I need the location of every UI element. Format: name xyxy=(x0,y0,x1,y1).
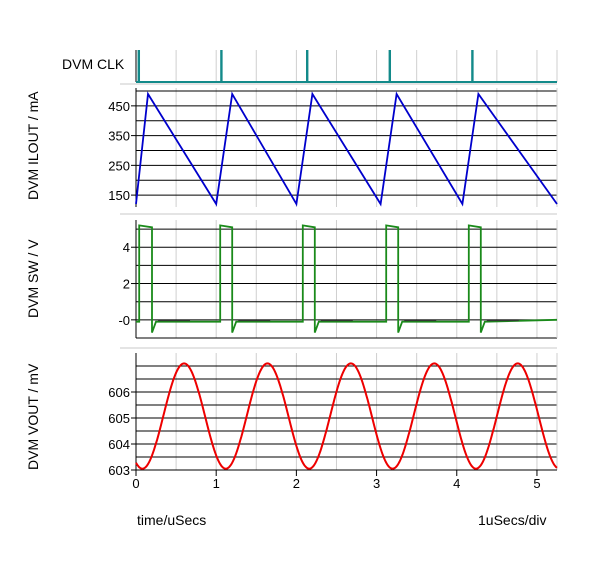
clk-pulse xyxy=(471,50,474,82)
sw-y-tick-label: 2 xyxy=(123,277,130,292)
sw-axis-label: DVM SW / V xyxy=(25,239,41,318)
vout-y-tick-label: 605 xyxy=(108,411,130,426)
ilout-axis-label: DVM ILOUT / mA xyxy=(25,91,41,200)
x-tick-label: 0 xyxy=(132,476,139,491)
ilout-y-tick-label: 250 xyxy=(108,158,130,173)
x-tick-label: 2 xyxy=(293,476,300,491)
vout-y-tick-label: 606 xyxy=(108,385,130,400)
trace-layer xyxy=(135,50,558,470)
x-axis-label: time/uSecs xyxy=(137,512,206,528)
sw-series-line xyxy=(136,224,558,333)
clk-pulse xyxy=(306,50,309,82)
clk-pulse xyxy=(388,50,392,82)
ilout-y-tick-label: 350 xyxy=(108,129,130,144)
ilout-series-line xyxy=(135,91,558,207)
sw-y-tick-label: 4 xyxy=(123,240,130,255)
vout-axis-label: DVM VOUT / mV xyxy=(25,363,41,470)
x-tick-label: 5 xyxy=(533,476,540,491)
ilout-y-tick-label: 150 xyxy=(108,188,130,203)
x-div-label: 1uSecs/div xyxy=(478,512,546,528)
grid-layer xyxy=(120,50,558,476)
x-tick-label: 3 xyxy=(373,476,380,491)
x-tick-label: 4 xyxy=(453,476,460,491)
clk-series-label: DVM CLK xyxy=(62,56,125,72)
vout-y-tick-label: 603 xyxy=(108,463,130,478)
label-layer: 150 250 350 450 4 2 -0 603 604 605 606 0 1 2 3 4 5 xyxy=(108,99,540,491)
ilout-y-tick-label: 450 xyxy=(108,99,130,114)
sw-y-tick-label: -0 xyxy=(118,313,130,328)
x-tick-label: 1 xyxy=(213,476,220,491)
clk-pulse xyxy=(220,50,223,82)
vout-series-line xyxy=(135,362,558,470)
clk-pulse xyxy=(137,50,141,82)
vout-y-tick-label: 604 xyxy=(108,437,130,452)
